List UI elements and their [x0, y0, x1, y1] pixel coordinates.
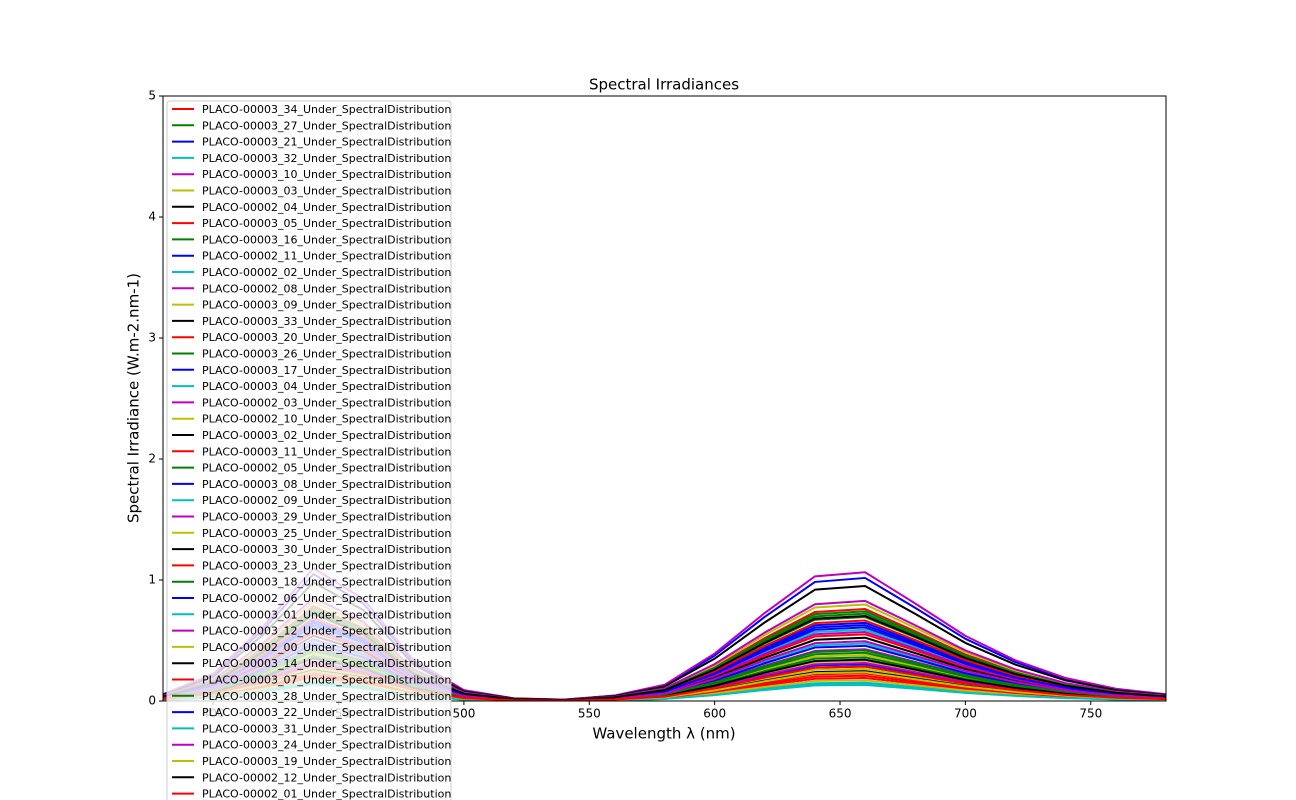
legend-label: PLACO-00002_03_Under_SpectralDistributio… — [202, 396, 451, 409]
chart-title: Spectral Irradiances — [589, 76, 739, 94]
legend-label: PLACO-00003_12_Under_SpectralDistributio… — [202, 625, 451, 638]
legend-label: PLACO-00003_20_Under_SpectralDistributio… — [202, 331, 451, 344]
y-tick-label: 3 — [148, 331, 156, 345]
legend-label: PLACO-00002_06_Under_SpectralDistributio… — [202, 592, 451, 605]
legend-label: PLACO-00003_24_Under_SpectralDistributio… — [202, 739, 451, 752]
legend-label: PLACO-00003_23_Under_SpectralDistributio… — [202, 559, 451, 572]
legend-label: PLACO-00003_21_Under_SpectralDistributio… — [202, 136, 451, 149]
legend-label: PLACO-00003_34_Under_SpectralDistributio… — [202, 103, 451, 116]
legend-label: PLACO-00003_10_Under_SpectralDistributio… — [202, 168, 451, 181]
legend-label: PLACO-00002_05_Under_SpectralDistributio… — [202, 462, 451, 475]
x-tick-label: 750 — [1079, 707, 1102, 721]
legend-label: PLACO-00002_09_Under_SpectralDistributio… — [202, 494, 451, 507]
legend-label: PLACO-00003_19_Under_SpectralDistributio… — [202, 755, 451, 768]
legend-label: PLACO-00003_27_Under_SpectralDistributio… — [202, 119, 451, 132]
x-tick-label: 650 — [829, 707, 852, 721]
y-tick-label: 2 — [148, 452, 156, 466]
legend-label: PLACO-00003_30_Under_SpectralDistributio… — [202, 543, 451, 556]
y-tick-label: 5 — [148, 89, 156, 103]
legend-label: PLACO-00003_25_Under_SpectralDistributio… — [202, 527, 451, 540]
y-axis-label: Spectral Irradiance (W.m-2.nm-1) — [125, 273, 143, 523]
y-tick-label: 4 — [148, 210, 156, 224]
legend-label: PLACO-00003_08_Under_SpectralDistributio… — [202, 478, 451, 491]
x-tick-label: 700 — [954, 707, 977, 721]
legend-label: PLACO-00003_03_Under_SpectralDistributio… — [202, 185, 451, 198]
x-tick-label: 600 — [703, 707, 726, 721]
legend-label: PLACO-00002_01_Under_SpectralDistributio… — [202, 788, 451, 800]
legend-label: PLACO-00003_28_Under_SpectralDistributio… — [202, 690, 451, 703]
legend-label: PLACO-00003_05_Under_SpectralDistributio… — [202, 217, 451, 230]
legend-label: PLACO-00002_12_Under_SpectralDistributio… — [202, 771, 451, 784]
legend-label: PLACO-00003_04_Under_SpectralDistributio… — [202, 380, 451, 393]
legend-label: PLACO-00002_00_Under_SpectralDistributio… — [202, 641, 451, 654]
legend-label: PLACO-00003_01_Under_SpectralDistributio… — [202, 608, 451, 621]
y-tick-label: 1 — [148, 573, 156, 587]
legend-label: PLACO-00003_11_Under_SpectralDistributio… — [202, 445, 451, 458]
legend-label: PLACO-00002_08_Under_SpectralDistributio… — [202, 282, 451, 295]
legend-label: PLACO-00002_11_Under_SpectralDistributio… — [202, 250, 451, 263]
legend-label: PLACO-00002_10_Under_SpectralDistributio… — [202, 413, 451, 426]
legend-label: PLACO-00003_16_Under_SpectralDistributio… — [202, 233, 451, 246]
legend-label: PLACO-00003_31_Under_SpectralDistributio… — [202, 722, 451, 735]
legend-label: PLACO-00003_07_Under_SpectralDistributio… — [202, 674, 451, 687]
x-tick-label: 550 — [578, 707, 601, 721]
legend-label: PLACO-00003_32_Under_SpectralDistributio… — [202, 152, 451, 165]
x-axis-label: Wavelength λ (nm) — [592, 725, 735, 743]
legend-box — [166, 100, 452, 800]
legend-label: PLACO-00003_22_Under_SpectralDistributio… — [202, 706, 451, 719]
y-tick-label: 0 — [148, 694, 156, 708]
legend-label: PLACO-00003_18_Under_SpectralDistributio… — [202, 576, 451, 589]
legend-label: PLACO-00002_04_Under_SpectralDistributio… — [202, 201, 451, 214]
legend-label: PLACO-00003_33_Under_SpectralDistributio… — [202, 315, 451, 328]
legend-label: PLACO-00003_17_Under_SpectralDistributio… — [202, 364, 451, 377]
legend-label: PLACO-00003_29_Under_SpectralDistributio… — [202, 511, 451, 524]
legend-label: PLACO-00003_09_Under_SpectralDistributio… — [202, 299, 451, 312]
legend-label: PLACO-00002_02_Under_SpectralDistributio… — [202, 266, 451, 279]
plot-frame — [162, 95, 1167, 702]
legend-label: PLACO-00003_14_Under_SpectralDistributio… — [202, 657, 451, 670]
legend-label: PLACO-00003_26_Under_SpectralDistributio… — [202, 348, 451, 361]
legend-label: PLACO-00003_02_Under_SpectralDistributio… — [202, 429, 451, 442]
x-tick-label: 500 — [452, 707, 475, 721]
